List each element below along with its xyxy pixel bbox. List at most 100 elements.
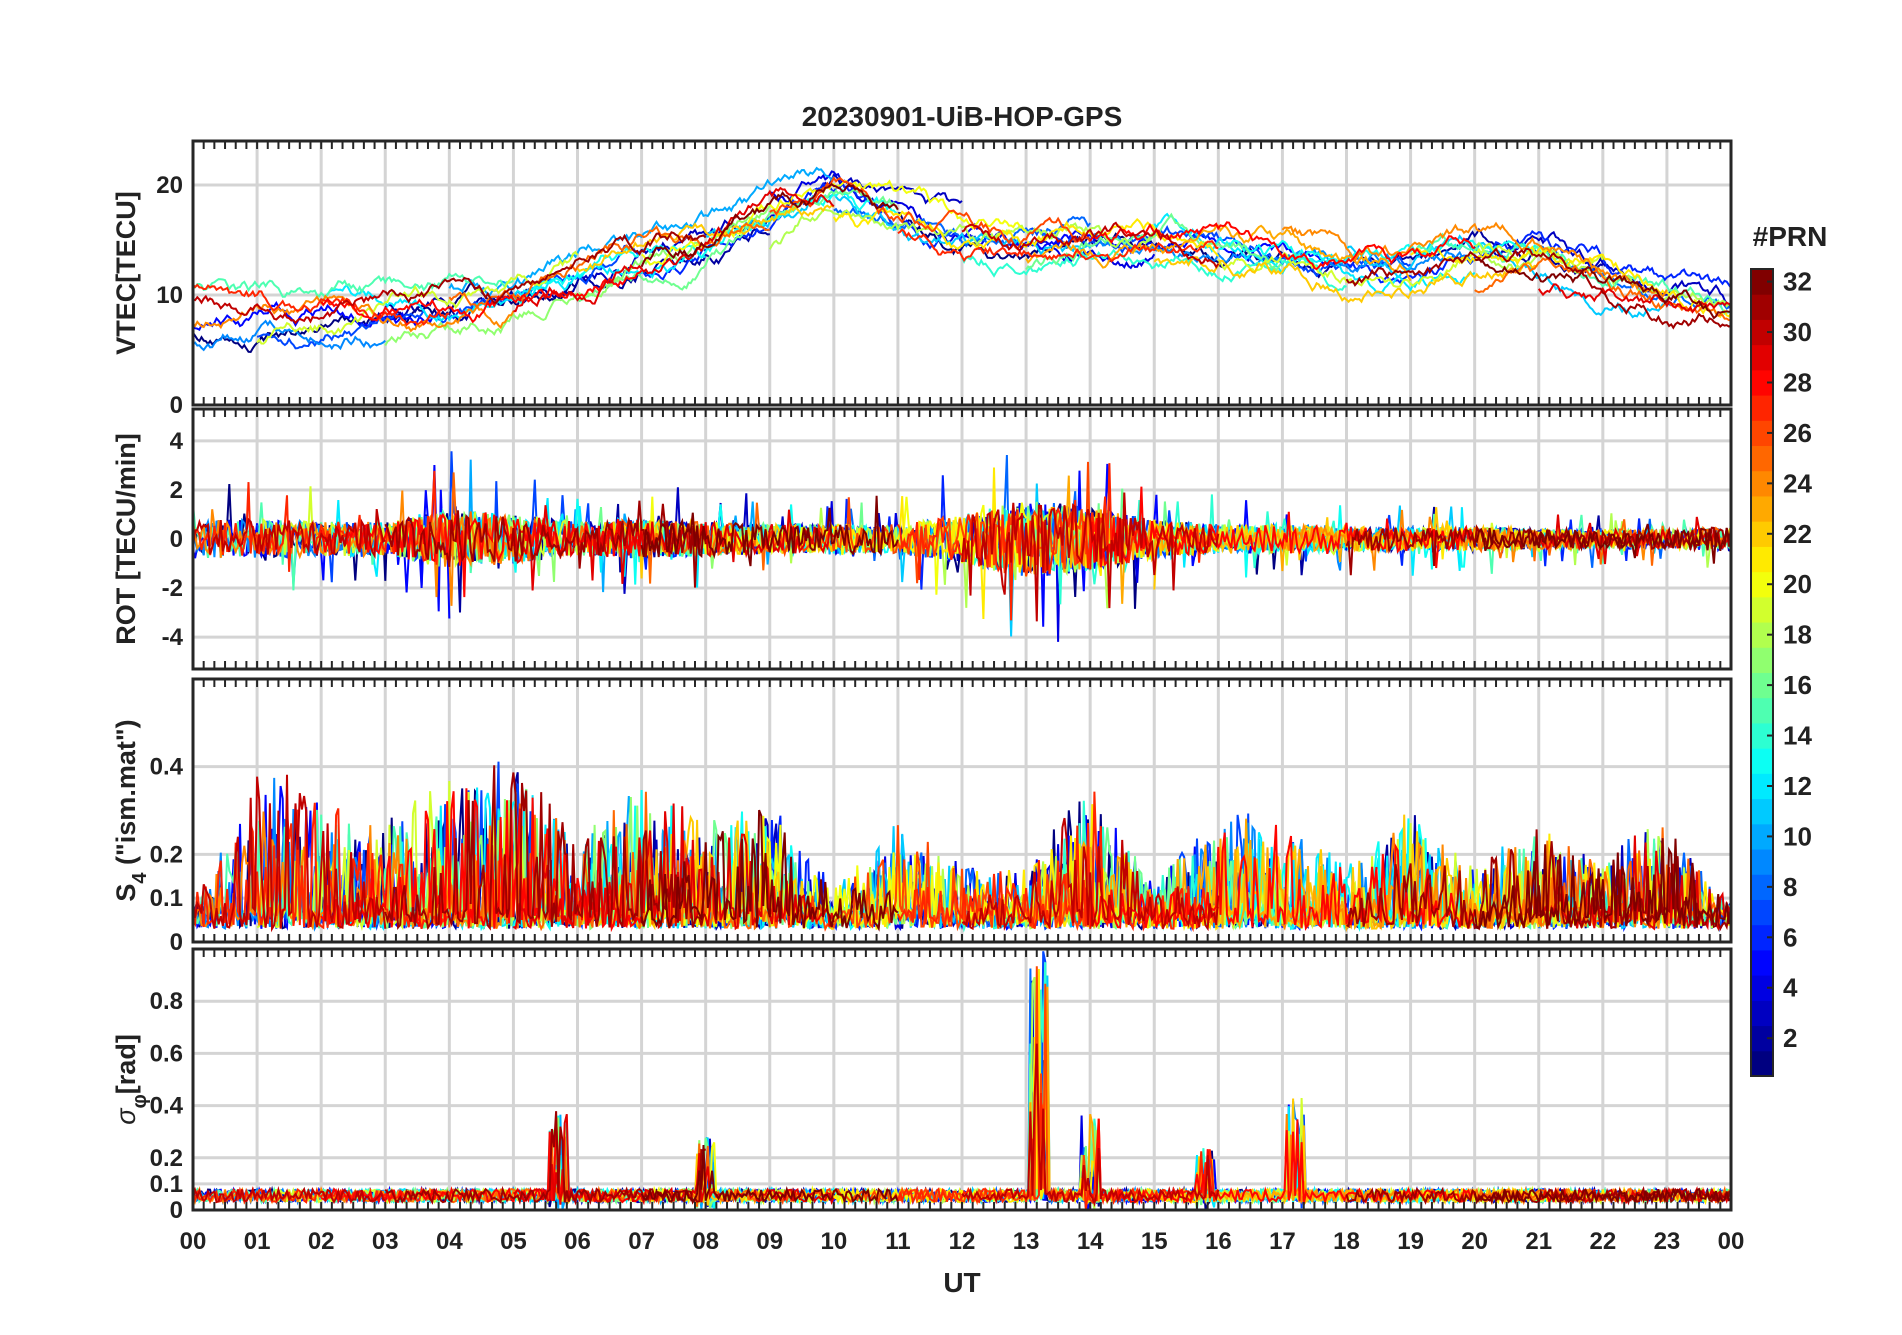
series-line-prn-10 (448, 166, 835, 297)
colorbar-tick-label: 8 (1783, 872, 1797, 902)
series-line-prn-29 (512, 505, 835, 591)
x-tick-label: 13 (1013, 1228, 1040, 1255)
series-line-prn-30 (193, 1185, 386, 1205)
series-line-prn-27 (193, 1186, 450, 1205)
axes-box (191, 407, 1733, 671)
series-group (193, 166, 1731, 354)
colorbar-segment (1751, 1000, 1773, 1027)
x-tick-label: 08 (692, 1228, 719, 1255)
colorbar-segment (1751, 622, 1773, 648)
colorbar-tick-label: 4 (1783, 973, 1798, 1003)
y-tick-label: 4 (170, 428, 184, 455)
series-line-prn-18 (768, 208, 1156, 253)
y-tick-label: 10 (156, 282, 183, 309)
series-line-prn-28 (1089, 486, 1475, 570)
series-line-prn-5 (193, 300, 450, 332)
axes-box (191, 677, 1733, 944)
x-axis-label: UT (943, 1267, 980, 1298)
y-tick-label: 0 (170, 392, 183, 419)
panel-s4: 0 0.1 0.2 0.4S4 ("ism.mat") (111, 677, 1733, 956)
y-tick-label: 0.8 (150, 988, 183, 1015)
colorbar-segment (1751, 470, 1773, 497)
y-tick-label: 0 (170, 1197, 183, 1224)
y-tick-label: 0 (170, 526, 183, 553)
x-tick-label: 05 (500, 1228, 527, 1255)
colorbar-segment (1751, 1050, 1773, 1077)
series-line-prn-9 (193, 319, 386, 352)
colorbar-segment (1751, 445, 1773, 472)
colorbar-segment (1751, 697, 1773, 724)
series-line-prn-30 (961, 817, 1220, 932)
series-line-prn-30 (193, 774, 387, 933)
y-tick-label: -2 (162, 575, 183, 602)
series-line-prn-27 (897, 228, 1219, 263)
colorbar-segment (1751, 924, 1773, 951)
colorbar-tick-label: 22 (1783, 519, 1812, 549)
series-line-prn-30 (961, 1043, 1220, 1208)
x-tick-label: 07 (628, 1228, 655, 1255)
colorbar-title: #PRN (1753, 221, 1828, 252)
series-line-prn-21 (832, 207, 1220, 257)
series-group (193, 451, 1731, 642)
series-line-prn-32 (640, 495, 899, 567)
colorbar-segment (1751, 344, 1773, 371)
y-tick-label: 0.1 (150, 885, 183, 912)
series-line-prn-29 (513, 186, 835, 313)
x-tick-label: 19 (1397, 1228, 1424, 1255)
x-tick-label: 09 (756, 1228, 783, 1255)
series-line-prn-31 (384, 1111, 707, 1206)
axes-box (191, 947, 1733, 1212)
panel-vtec: 0 10 20 VTEC[TECU] (111, 139, 1733, 419)
colorbar-segment (1751, 975, 1773, 1001)
colorbar-tick-label: 28 (1783, 367, 1812, 397)
colorbar-segment (1751, 798, 1773, 825)
x-tick-label: 04 (436, 1228, 463, 1255)
colorbar-segment (1751, 521, 1773, 547)
colorbar-tick-label: 14 (1783, 721, 1812, 751)
y-tick-label: 0.2 (150, 841, 183, 868)
y-tick-label: -4 (162, 624, 184, 651)
colorbar-segment (1751, 748, 1773, 774)
series-line-prn-26 (768, 461, 1092, 584)
x-tick-label: 23 (1654, 1228, 1681, 1255)
series-line-prn-23 (1025, 818, 1412, 933)
colorbar-segment (1751, 899, 1773, 926)
y-axis-label-rot: ROT [TECU/min] (111, 433, 141, 644)
x-tick-label: 10 (820, 1228, 847, 1255)
colorbar-box (1750, 268, 1774, 1077)
series-line-prn-32 (640, 809, 899, 932)
x-tick-label: 14 (1077, 1228, 1104, 1255)
x-tick-label: 03 (372, 1228, 399, 1255)
colorbar-segment (1751, 571, 1773, 598)
x-tick-label: 15 (1141, 1228, 1168, 1255)
series-line-prn-20 (640, 496, 1027, 595)
colorbar-segment (1751, 823, 1773, 850)
colorbar-segment (1751, 722, 1773, 749)
y-tick-label: 0.2 (150, 1145, 183, 1172)
colorbar-segment (1751, 1025, 1773, 1052)
axes-box (191, 139, 1733, 407)
colorbar-segment (1751, 395, 1773, 421)
colorbar-tick-label: 30 (1783, 317, 1812, 347)
series-line-prn-29 (513, 1113, 835, 1206)
series-line-prn-32 (1473, 838, 1731, 931)
series-line-prn-26 (769, 176, 1092, 251)
series-line-prn-25 (1473, 827, 1731, 929)
y-tick-label: 0.4 (150, 754, 184, 781)
x-tick-label: 11 (885, 1228, 910, 1255)
series-line-prn-3 (1473, 230, 1731, 309)
series-line-prn-32 (1473, 1187, 1731, 1206)
series-line-prn-19 (256, 250, 579, 345)
series-line-prn-32 (1474, 523, 1731, 564)
series-line-prn-16 (576, 189, 899, 303)
colorbar-segment (1751, 672, 1773, 699)
series-line-prn-14 (961, 248, 1347, 292)
colorbar-tick-label: 24 (1783, 468, 1812, 498)
series-line-prn-32 (640, 1144, 899, 1206)
x-tick-label: 22 (1589, 1228, 1616, 1255)
colorbar-segment (1751, 849, 1773, 875)
x-tick-label: 16 (1205, 1228, 1232, 1255)
colorbar-segment (1751, 949, 1773, 976)
